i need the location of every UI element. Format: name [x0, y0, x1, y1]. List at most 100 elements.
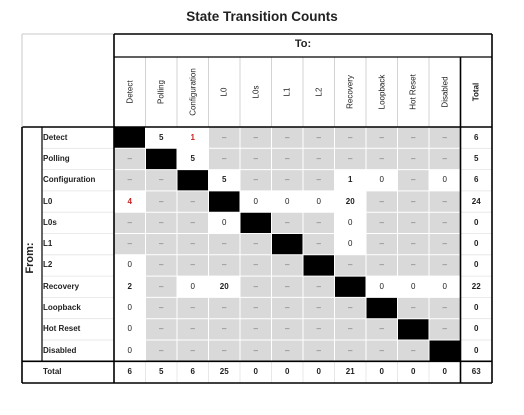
matrix-cell-bg — [114, 190, 146, 213]
cell-value: – — [159, 196, 164, 206]
matrix-cell-bg — [397, 169, 429, 191]
matrix-cell-bg — [177, 212, 209, 234]
cell-value: – — [316, 217, 321, 227]
matrix-cell-bg — [271, 297, 303, 319]
matrix-cell-bg — [177, 276, 209, 298]
row-label-10: Disabled — [43, 345, 77, 355]
cell-value: – — [159, 175, 164, 185]
col-total-value: 0 — [442, 367, 447, 377]
matrix-cell-bg — [145, 340, 177, 362]
matrix-cell-bg — [334, 212, 366, 234]
matrix-cell-bg — [429, 169, 461, 191]
cell-value: – — [222, 345, 227, 355]
cell-value: – — [253, 239, 258, 249]
matrix-cell-bg — [429, 254, 461, 277]
matrix-cell-bg — [334, 318, 366, 340]
cell-value: – — [379, 260, 384, 270]
matrix-cell-bg — [208, 254, 240, 277]
matrix-cell-bg — [397, 340, 429, 362]
matrix-cell-bg — [366, 318, 398, 340]
matrix-cell-bg — [177, 148, 209, 170]
matrix-cell-bg — [271, 233, 303, 255]
cell-value: – — [127, 239, 132, 249]
matrix-cell-bg — [114, 297, 146, 319]
cell-value: – — [442, 196, 447, 206]
cell-value: 4 — [127, 196, 132, 206]
row-label-0: Detect — [43, 132, 68, 142]
row-total-value: 22 — [471, 281, 481, 291]
row-total-value: 0 — [474, 324, 479, 334]
cell-value: 0 — [253, 196, 258, 206]
cell-value: 1 — [190, 132, 195, 142]
matrix-cell-bg — [114, 318, 146, 340]
matrix-cell-bg — [303, 127, 335, 149]
cell-value: – — [159, 303, 164, 313]
cell-value: – — [411, 196, 416, 206]
row-label-5: L1 — [43, 239, 53, 249]
matrix-cell-bg — [397, 190, 429, 213]
col-total-value: 6 — [127, 367, 132, 377]
cell-value: – — [411, 239, 416, 249]
cell-value: 5 — [222, 175, 227, 185]
matrix-cell-bg — [366, 276, 398, 298]
cell-value: – — [190, 345, 195, 355]
cell-value: 0 — [222, 217, 227, 227]
cell-value: – — [442, 239, 447, 249]
matrix-cell-bg — [114, 212, 146, 234]
matrix-cell-bg — [397, 212, 429, 234]
matrix-cell-bg — [271, 169, 303, 191]
matrix-cell-bg — [303, 276, 335, 298]
cell-value: – — [253, 175, 258, 185]
matrix-cell-bg — [271, 340, 303, 362]
col-header-5: L1 — [282, 87, 292, 97]
cell-value: – — [442, 153, 447, 163]
row-total-value: 5 — [474, 153, 479, 163]
matrix-cell-bg — [397, 297, 429, 319]
cell-value: – — [316, 303, 321, 313]
cell-value: – — [285, 324, 290, 334]
matrix-cell-bg — [208, 127, 240, 149]
cell-value: 0 — [411, 281, 416, 291]
col-header-7: Recovery — [345, 75, 355, 109]
matrix-cell-bg — [334, 340, 366, 362]
col-total-value: 21 — [345, 367, 355, 377]
col-header-2: Configuration — [188, 68, 198, 116]
cell-value: – — [285, 281, 290, 291]
matrix-cell-bg — [145, 318, 177, 340]
cell-value: – — [222, 303, 227, 313]
cell-value: – — [348, 345, 353, 355]
matrix-cell-bg — [397, 318, 429, 340]
cell-value: 20 — [345, 196, 355, 206]
matrix-cell-bg — [429, 297, 461, 319]
cell-value: – — [442, 324, 447, 334]
col-header-0: Detect — [125, 80, 135, 104]
col-header-6: L2 — [314, 87, 324, 97]
to-axis-label: To: — [294, 38, 312, 50]
row-label-1: Polling — [43, 153, 70, 163]
matrix-cell-bg — [208, 233, 240, 255]
col-total-value: 25 — [219, 367, 229, 377]
cell-value: – — [379, 153, 384, 163]
matrix-cell-bg — [208, 190, 240, 213]
matrix-cell-bg — [114, 233, 146, 255]
cell-value: – — [222, 239, 227, 249]
matrix-cell-bg — [303, 148, 335, 170]
cell-value: – — [127, 175, 132, 185]
matrix-cell-bg — [145, 297, 177, 319]
row-label-3: L0 — [43, 196, 53, 206]
matrix-cell-bg — [145, 169, 177, 191]
matrix-cell-bg — [114, 148, 146, 170]
col-total-value: 0 — [253, 367, 258, 377]
cell-value: – — [442, 217, 447, 227]
matrix-cell-bg — [177, 318, 209, 340]
matrix-cell-bg — [271, 148, 303, 170]
matrix-cell-bg — [429, 212, 461, 234]
matrix-cell-bg — [429, 318, 461, 340]
cell-value: – — [285, 153, 290, 163]
matrix-cell-bg — [303, 254, 335, 277]
matrix-cell-bg — [429, 233, 461, 255]
matrix-cell-bg — [145, 127, 177, 149]
cell-value: – — [285, 175, 290, 185]
cell-value: – — [379, 324, 384, 334]
matrix-cell-bg — [240, 340, 272, 362]
